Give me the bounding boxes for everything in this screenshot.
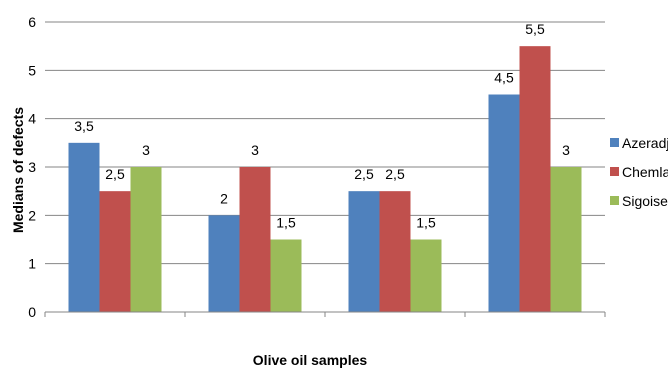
legend-label-azeradj: Azeradj bbox=[622, 135, 668, 151]
data-label: 2,5 bbox=[354, 166, 374, 182]
bar-sigoise-1 bbox=[130, 167, 162, 312]
legend: Azeradj Chemlal Sigoise bbox=[610, 135, 668, 209]
x-axis-ticks bbox=[44, 312, 606, 317]
data-label: 1,5 bbox=[416, 215, 436, 231]
y-tick-label: 3 bbox=[28, 159, 36, 175]
legend-label-chemlal: Chemlal bbox=[622, 164, 668, 180]
y-tick-label: 4 bbox=[28, 111, 36, 127]
bar-sigoise-2 bbox=[270, 239, 302, 312]
data-label: 5,5 bbox=[525, 21, 545, 37]
y-tick-label: 2 bbox=[28, 207, 36, 223]
bar-azeradj-1 bbox=[68, 142, 100, 312]
data-label: 1,5 bbox=[276, 215, 296, 231]
bar-chemlal-4 bbox=[519, 46, 551, 313]
data-label: 3 bbox=[562, 142, 570, 158]
legend-label-sigoise: Sigoise bbox=[622, 193, 668, 209]
data-label: 2,5 bbox=[385, 166, 405, 182]
bar-azeradj-3 bbox=[348, 191, 380, 312]
x-axis-title: Olive oil samples bbox=[253, 352, 368, 368]
bar-sigoise-4 bbox=[550, 167, 582, 312]
legend-swatch-azeradj bbox=[610, 138, 619, 147]
data-labels: 3,5 2 2,5 4,5 2,5 3 2,5 5,5 3 1,5 1,5 3 bbox=[74, 21, 570, 230]
y-tick-label: 5 bbox=[28, 62, 36, 78]
data-label: 3 bbox=[251, 142, 259, 158]
data-label: 2,5 bbox=[105, 166, 125, 182]
y-tick-label: 0 bbox=[28, 304, 36, 320]
bars bbox=[68, 46, 582, 313]
bar-sigoise-3 bbox=[410, 239, 442, 312]
data-label: 4,5 bbox=[494, 70, 514, 86]
data-label: 3,5 bbox=[74, 118, 94, 134]
bar-azeradj-2 bbox=[208, 215, 240, 312]
legend-swatch-chemlal bbox=[610, 167, 619, 176]
bar-chemlal-3 bbox=[379, 191, 411, 312]
data-label: 2 bbox=[220, 190, 228, 206]
y-tick-label: 6 bbox=[28, 14, 36, 30]
legend-swatch-sigoise bbox=[610, 196, 619, 205]
bar-azeradj-4 bbox=[488, 94, 520, 312]
bar-chemlal-1 bbox=[99, 191, 131, 312]
y-tick-label: 1 bbox=[28, 256, 36, 272]
bar-chemlal-2 bbox=[239, 167, 271, 312]
data-label: 3 bbox=[142, 142, 150, 158]
y-axis-ticks: 0 1 2 3 4 5 6 bbox=[28, 14, 36, 320]
y-axis-title: Medians of defects bbox=[10, 107, 26, 233]
